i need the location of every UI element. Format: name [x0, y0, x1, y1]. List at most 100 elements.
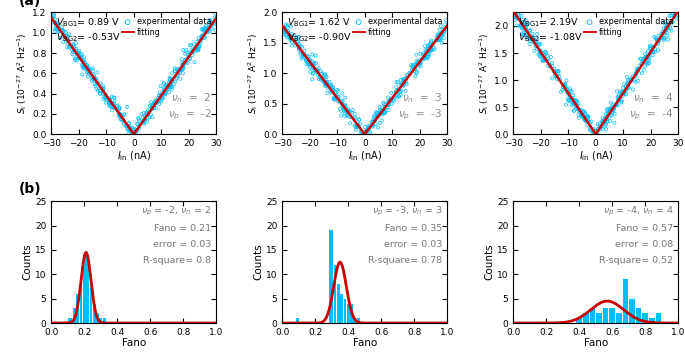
Bar [350, 304, 353, 323]
Bar [353, 318, 356, 323]
Point [413, 59, 424, 65]
Point [562, 95, 573, 101]
Point [660, 26, 671, 31]
Point [101, 97, 112, 103]
Point [319, 81, 330, 87]
Point [142, 115, 153, 121]
Point [337, 91, 348, 97]
Point [314, 74, 325, 80]
Point [176, 56, 187, 62]
Point [521, 18, 532, 23]
Point [337, 98, 348, 104]
Point [292, 38, 303, 44]
Point [122, 104, 133, 110]
Point [378, 110, 389, 116]
Point [521, 27, 532, 32]
Point [396, 88, 407, 94]
Point [551, 76, 562, 82]
Point [210, 28, 221, 33]
Point [364, 123, 375, 129]
Point [186, 49, 197, 54]
Point [321, 82, 332, 87]
Point [322, 90, 333, 96]
Point [108, 95, 119, 100]
Point [512, 15, 523, 21]
Point [640, 60, 651, 65]
Point [323, 82, 334, 88]
Point [650, 35, 661, 41]
Point [618, 91, 629, 96]
Point [567, 101, 578, 106]
Point [394, 93, 405, 99]
Point [133, 121, 144, 127]
Point [279, 25, 290, 31]
Point [510, 7, 521, 13]
Point [379, 104, 390, 110]
Point [147, 103, 158, 109]
Point [196, 26, 207, 32]
Point [517, 20, 528, 26]
Point [121, 124, 132, 129]
Point [69, 57, 80, 63]
Point [315, 68, 326, 74]
Point [286, 24, 297, 29]
Point [382, 102, 393, 108]
Point [519, 21, 530, 27]
Point [519, 32, 530, 38]
Point [609, 120, 620, 126]
Point [342, 109, 353, 114]
Point [374, 104, 385, 110]
Point [278, 29, 289, 35]
Point [630, 71, 641, 77]
Point [163, 84, 174, 89]
Point [347, 107, 358, 113]
Point [599, 120, 610, 125]
Point [53, 24, 64, 29]
Point [129, 131, 140, 137]
Point [84, 67, 95, 73]
Point [435, 32, 446, 37]
Point [177, 62, 188, 68]
Point [568, 93, 579, 98]
Point [632, 67, 643, 73]
Point [360, 124, 371, 130]
Point [411, 52, 422, 58]
Point [311, 60, 322, 66]
Point [114, 111, 125, 117]
Point [166, 83, 177, 88]
Point [418, 51, 429, 56]
Point [664, 13, 675, 19]
Point [589, 131, 600, 137]
Point [333, 94, 344, 100]
Point [334, 99, 345, 105]
Point [421, 48, 432, 54]
Point [435, 23, 446, 29]
Point [313, 65, 324, 71]
Point [592, 121, 603, 127]
Legend: experimental data, fitting: experimental data, fitting [352, 16, 443, 38]
Point [383, 94, 394, 100]
Point [187, 53, 198, 58]
Point [153, 93, 164, 99]
Point [202, 27, 213, 32]
Point [640, 54, 651, 60]
Point [284, 34, 295, 39]
Point [609, 105, 620, 111]
Point [523, 21, 534, 27]
Point [106, 108, 117, 113]
Point [66, 43, 77, 49]
Point [616, 90, 627, 96]
Point [150, 97, 161, 103]
Point [516, 22, 527, 27]
Point [653, 38, 664, 44]
Point [645, 43, 656, 49]
Point [373, 114, 384, 119]
Point [87, 75, 98, 81]
Point [293, 47, 304, 53]
Point [587, 129, 598, 134]
Point [646, 50, 657, 55]
Point [103, 100, 114, 105]
Point [347, 110, 358, 116]
Point [655, 35, 666, 40]
Point [359, 130, 370, 135]
